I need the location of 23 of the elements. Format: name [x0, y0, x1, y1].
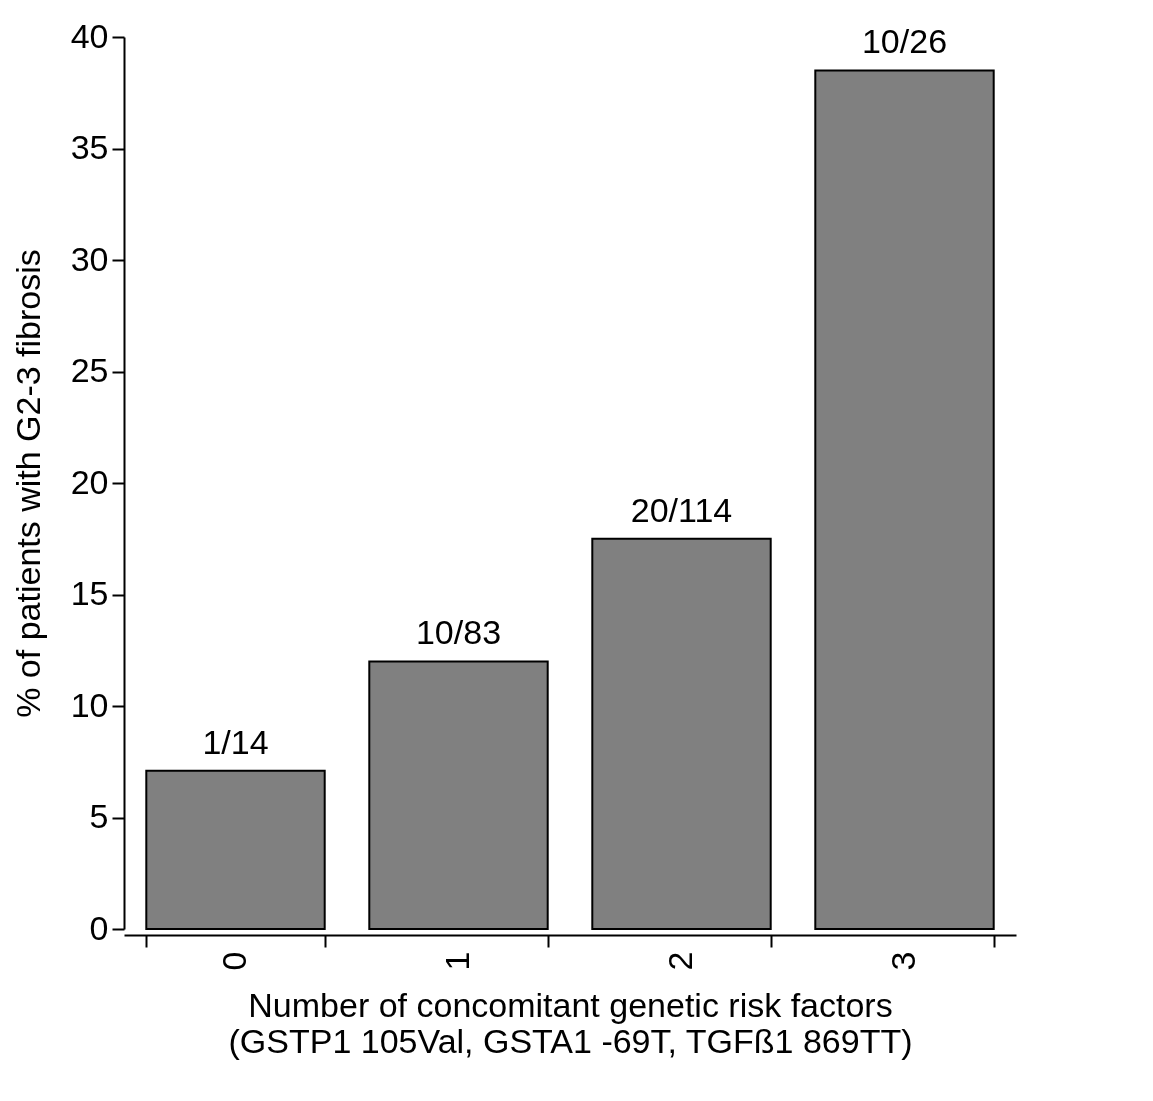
x-tick-label: 3 [884, 951, 922, 971]
bar [814, 69, 995, 930]
y-tick-label: 25 [70, 351, 109, 389]
y-tick-label: 40 [70, 16, 109, 55]
data-label: 20/114 [630, 490, 733, 529]
bar [368, 660, 549, 930]
x-axis-title: Number of concomitant genetic risk factors (GSTP1 105Val, GSTA1 -69T, TGFß1 869TT) [228, 986, 913, 1061]
y-tick-label: 35 [70, 128, 109, 166]
x-tick-label: 0 [215, 951, 253, 971]
bar [591, 537, 772, 930]
y-tick-label: 5 [89, 797, 109, 835]
x-tick-label: 2 [661, 951, 699, 971]
bar [145, 769, 326, 930]
data-label: 10/26 [861, 22, 948, 61]
y-tick-label: 20 [70, 462, 109, 501]
y-tick-label: 10 [70, 685, 109, 724]
data-label: 10/83 [415, 613, 502, 652]
y-axis-title: % of patients with G2-3 fibrosis [8, 249, 47, 718]
y-tick-label: 0 [89, 908, 109, 947]
y-tick-label: 30 [70, 239, 109, 278]
y-tick-label: 15 [70, 574, 109, 612]
data-label: 1/14 [202, 722, 269, 761]
x-tick-label: 1 [438, 951, 476, 971]
